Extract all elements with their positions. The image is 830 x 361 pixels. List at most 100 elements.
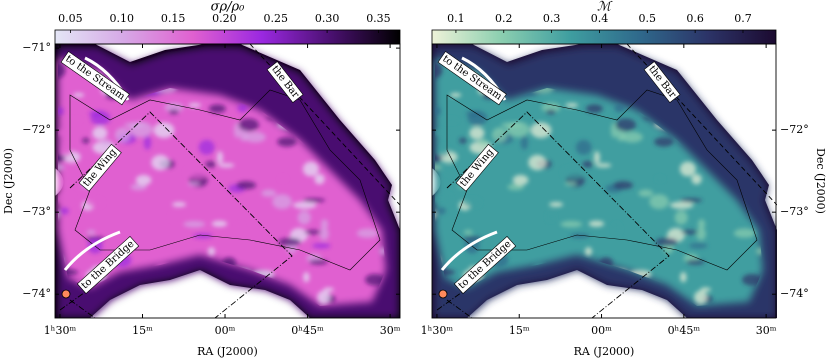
- texture: [595, 163, 612, 168]
- texture: [435, 154, 443, 162]
- texture: [559, 277, 579, 290]
- texture: [58, 62, 66, 79]
- texture: [593, 151, 600, 165]
- x-tick-label: 0ʰ45ᵐ: [291, 324, 324, 337]
- texture: [757, 64, 763, 70]
- colorbar: [431, 29, 777, 45]
- y-axis-label: Dec (J2000): [814, 148, 827, 214]
- boundary: [69, 89, 381, 271]
- texture: [320, 219, 329, 230]
- y-axis-label: Dec (J2000): [2, 148, 15, 214]
- colorbar-tick-label: 0.5: [639, 12, 657, 25]
- texture: [670, 201, 694, 209]
- x-tick-label: 30ᵐ: [380, 324, 401, 337]
- texture: [519, 307, 534, 323]
- texture: [272, 194, 292, 210]
- texture: [172, 201, 187, 208]
- texture: [610, 122, 618, 139]
- texture: [365, 273, 385, 286]
- texture: [346, 68, 362, 78]
- x-tick-label: 15ᵐ: [132, 324, 153, 337]
- colorbar-tick-label: 0.35: [366, 12, 391, 25]
- arrow: [440, 230, 498, 271]
- texture: [85, 198, 104, 208]
- texture: [654, 137, 674, 147]
- texture: [700, 287, 712, 292]
- texture: [621, 131, 643, 143]
- texture: [767, 71, 781, 80]
- texture: [302, 198, 326, 203]
- texture: [170, 212, 178, 222]
- texture: [356, 228, 379, 238]
- y-tick-label: −74°: [780, 287, 809, 300]
- texture: [615, 118, 636, 132]
- texture: [205, 160, 216, 168]
- colorbar-tick-label: 0.2: [495, 12, 513, 25]
- texture: [679, 198, 703, 203]
- texture: [207, 247, 216, 256]
- texture: [547, 212, 555, 222]
- texture: [512, 174, 529, 186]
- texture: [469, 126, 485, 140]
- texture: [674, 58, 688, 63]
- texture: [442, 118, 458, 123]
- texture: [312, 242, 331, 249]
- texture: [492, 127, 508, 143]
- texture: [101, 139, 112, 147]
- texture: [679, 161, 696, 177]
- colorbar-tick-label: 0.6: [686, 12, 704, 25]
- texture: [696, 227, 706, 241]
- texture: [638, 189, 654, 197]
- texture: [261, 189, 277, 197]
- texture: [235, 223, 244, 236]
- y-tick-label: −71°: [22, 41, 51, 54]
- x-axis-label: RA (J2000): [197, 345, 258, 358]
- texture: [153, 122, 175, 139]
- texture: [130, 183, 147, 191]
- texture: [390, 71, 404, 80]
- beam: [61, 289, 71, 299]
- texture: [208, 104, 226, 114]
- texture: [203, 278, 218, 284]
- texture: [309, 259, 328, 265]
- texture: [585, 104, 603, 114]
- annotation-box: [643, 61, 681, 104]
- texture: [304, 229, 322, 235]
- colorbar-tick-label: 0.4: [591, 12, 609, 25]
- texture: [656, 176, 664, 181]
- annotation-box: [453, 235, 517, 294]
- texture: [437, 207, 446, 215]
- texture: [65, 118, 81, 123]
- annotation-box: [455, 143, 499, 192]
- texture: [507, 183, 524, 191]
- texture: [184, 166, 208, 180]
- texture: [204, 278, 221, 288]
- texture: [68, 165, 78, 176]
- texture: [297, 58, 311, 63]
- texture: [541, 102, 561, 113]
- texture: [712, 88, 725, 98]
- texture: [580, 278, 595, 284]
- texture: [715, 87, 722, 93]
- texture: [518, 291, 536, 306]
- texture: [381, 160, 386, 171]
- texture: [234, 308, 251, 322]
- arrow: [63, 230, 121, 271]
- texture: [560, 220, 583, 228]
- texture: [758, 160, 763, 171]
- texture: [449, 92, 462, 98]
- colorbar-tick-label: 0.30: [315, 12, 340, 25]
- x-tick-label: 0ʰ45ᵐ: [668, 324, 701, 337]
- texture: [435, 192, 452, 205]
- texture: [530, 122, 552, 139]
- texture: [697, 219, 706, 230]
- texture: [588, 220, 605, 227]
- texture: [317, 85, 338, 97]
- y-tick-label: −73°: [22, 205, 51, 218]
- texture: [614, 104, 625, 113]
- texture: [723, 68, 739, 78]
- annotation-box: [437, 51, 507, 106]
- texture: [115, 127, 131, 143]
- colorbar-tick-label: 0.15: [161, 12, 186, 25]
